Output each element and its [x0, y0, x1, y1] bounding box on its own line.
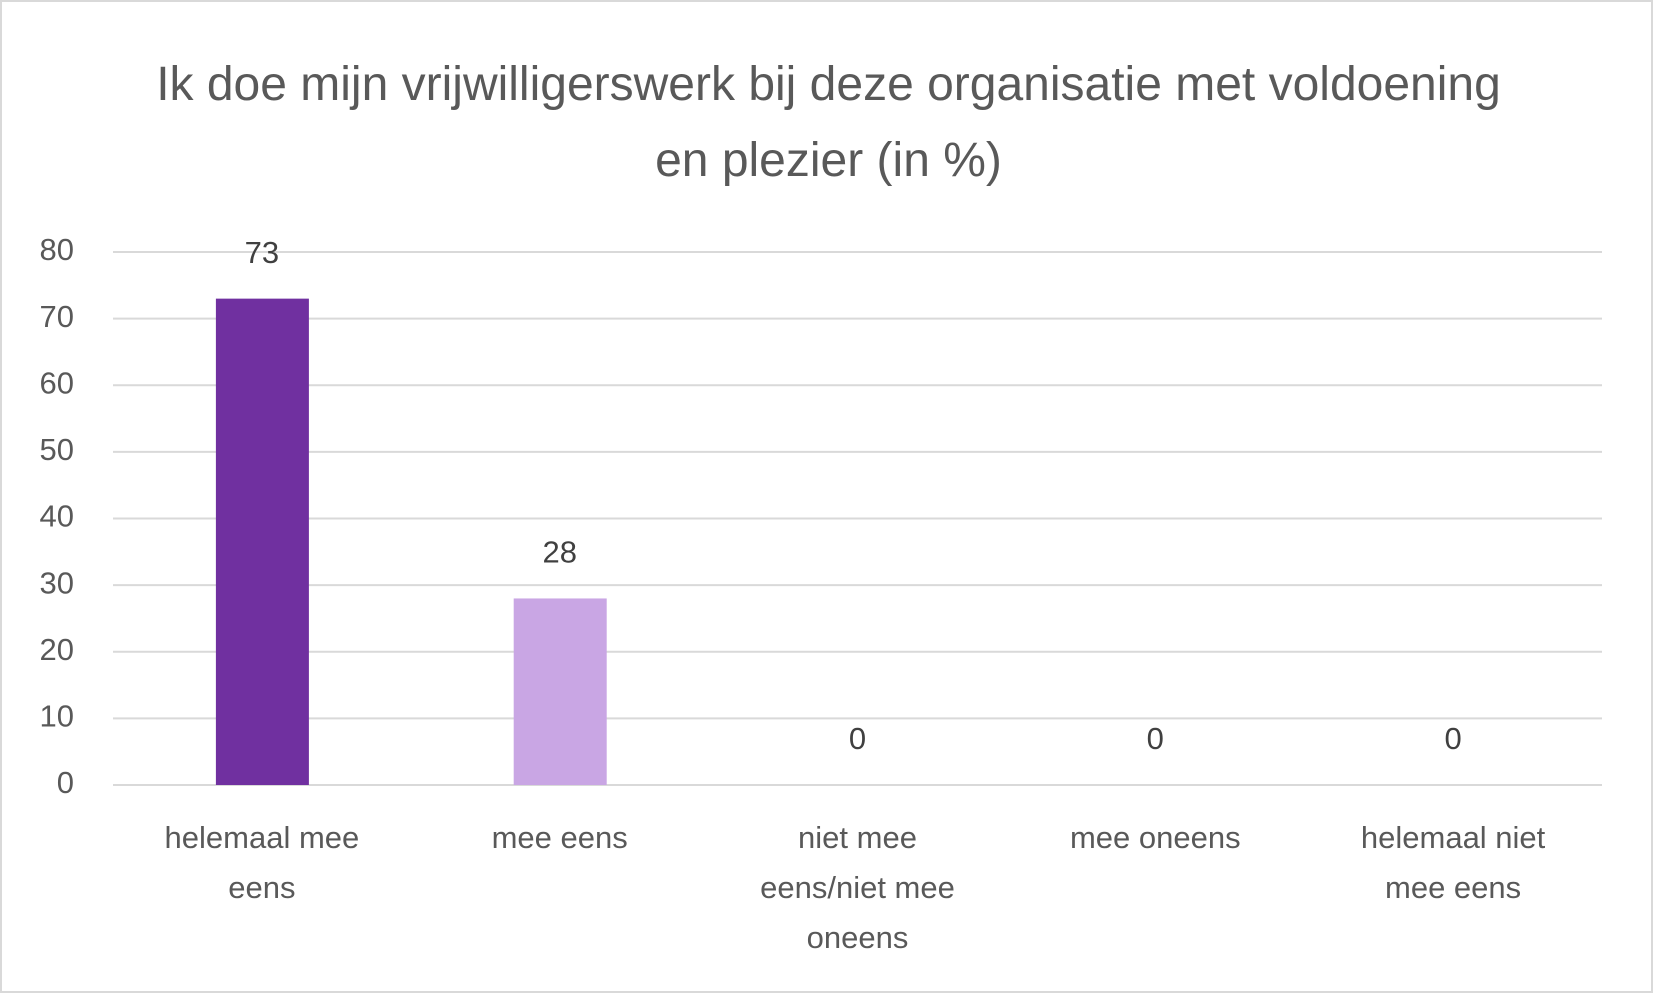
data-label: 73 — [245, 235, 279, 270]
data-label: 0 — [849, 721, 866, 756]
data-label: 0 — [1444, 721, 1461, 756]
chart-title: Ik doe mijn vrijwilligerswerk bij deze o… — [156, 58, 1501, 187]
y-tick-label: 30 — [40, 565, 74, 600]
x-tick-label: helemaal niet mee eens — [1360, 820, 1546, 905]
bar — [215, 298, 309, 785]
data-label: 0 — [1147, 721, 1164, 756]
y-tick-label: 20 — [40, 632, 74, 667]
y-tick-label: 60 — [40, 365, 74, 400]
data-label: 28 — [542, 535, 576, 570]
x-tick-label: mee oneens — [1069, 820, 1241, 855]
x-tick-label: helemaal mee eens — [164, 820, 360, 905]
y-tick-label: 70 — [40, 299, 74, 334]
y-tick-label: 0 — [57, 765, 74, 800]
x-tick-label: niet mee eens/niet mee oneens — [760, 820, 955, 955]
y-tick-label: 10 — [40, 699, 74, 734]
y-tick-label: 40 — [40, 499, 74, 534]
y-tick-label: 80 — [40, 232, 74, 267]
y-tick-label: 50 — [40, 432, 74, 467]
x-tick-label: mee eens — [491, 820, 628, 855]
bar — [513, 598, 607, 785]
